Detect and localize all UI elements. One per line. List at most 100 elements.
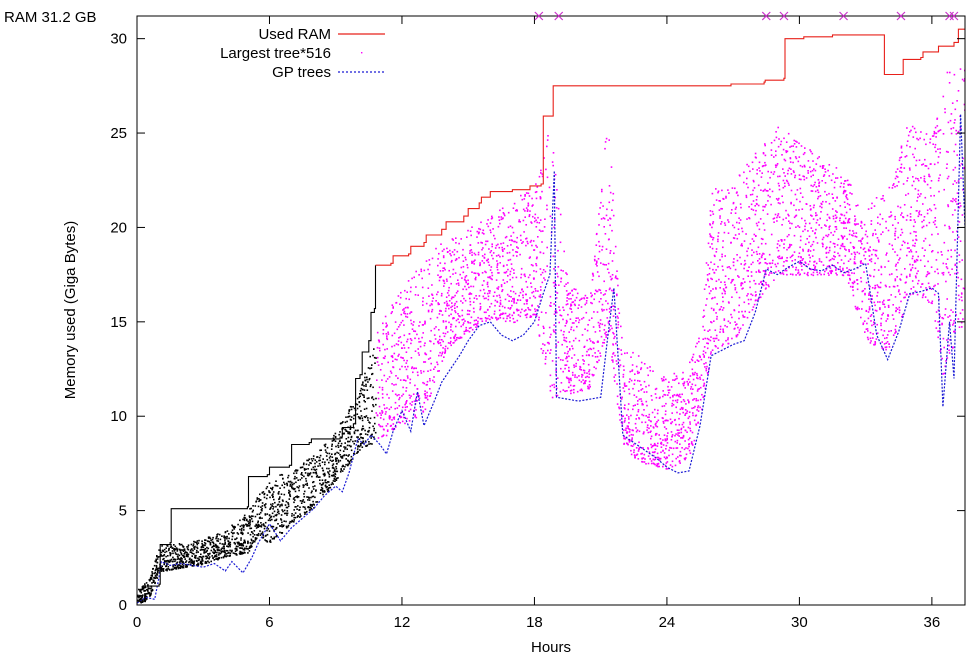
largest-tree-point [836,177,839,179]
largest-tree-point [486,281,489,284]
largest-tree-point [854,224,857,226]
largest-tree-point [600,262,602,264]
largest-tree-point [773,171,776,173]
largest-tree-point [555,373,557,376]
largest-tree-point [410,395,412,397]
largest-tree-point [258,499,261,502]
largest-tree-point [386,429,389,431]
largest-tree-point [714,345,717,347]
largest-tree-point [555,311,558,314]
largest-tree-point [712,237,715,239]
largest-tree-point [612,352,615,354]
largest-tree-point [174,558,177,561]
largest-tree-point [259,511,262,514]
largest-tree-point [192,549,194,552]
largest-tree-point [363,399,365,402]
largest-tree-point [576,325,578,328]
largest-tree-point [618,348,620,350]
largest-tree-point [839,266,841,268]
largest-tree-point [546,176,549,179]
largest-tree-point [628,441,631,443]
largest-tree-point [422,297,424,299]
largest-tree-point [840,176,842,179]
largest-tree-point [555,369,557,371]
largest-tree-point [240,551,242,553]
largest-tree-point [480,241,482,244]
largest-tree-point [570,392,572,395]
largest-tree-point [849,241,852,244]
largest-tree-point [853,251,856,254]
largest-tree-point [605,308,608,311]
largest-tree-point [462,248,464,251]
largest-tree-point [408,298,410,301]
largest-tree-point [754,291,757,293]
largest-tree-point [529,241,532,243]
largest-tree-point [816,157,819,160]
largest-tree-point [834,256,836,258]
largest-tree-point [415,398,417,400]
largest-tree-point [590,295,593,298]
largest-tree-point [792,266,794,268]
largest-tree-point [637,410,640,413]
largest-tree-point [310,458,313,460]
largest-tree-point [755,209,757,212]
largest-tree-point [374,431,377,434]
largest-tree-point [770,266,772,268]
largest-tree-point [566,346,568,348]
largest-tree-point [839,205,842,207]
largest-tree-point [345,416,347,418]
largest-tree-point [172,568,174,571]
largest-tree-point [631,369,634,371]
largest-tree-point [430,362,432,365]
largest-tree-point [602,205,604,207]
largest-tree-point [302,486,305,488]
largest-tree-point [377,437,380,439]
largest-tree-point [509,225,512,227]
largest-tree-point [747,247,749,250]
largest-tree-point [612,305,614,307]
largest-tree-point [201,544,204,546]
largest-tree-point [266,494,269,496]
largest-tree-point [324,449,327,451]
largest-tree-point [501,289,504,291]
largest-tree-point [312,471,315,474]
largest-tree-point [775,265,778,268]
largest-tree-point [311,490,313,492]
largest-tree-point [361,383,364,385]
largest-tree-point [708,285,710,288]
largest-tree-point [456,306,458,308]
largest-tree-point [618,365,621,368]
largest-tree-point [550,302,552,304]
largest-tree-point [316,501,319,503]
largest-tree-point [653,459,656,461]
largest-tree-point [811,169,814,172]
largest-tree-point [727,337,729,339]
largest-tree-point [541,241,543,243]
largest-tree-point [654,444,657,446]
largest-tree-point [778,216,781,218]
largest-tree-point [399,396,401,399]
largest-tree-point [176,565,179,567]
largest-tree-point [429,379,431,382]
largest-tree-point [521,198,524,201]
largest-tree-point [246,518,248,521]
largest-tree-point [793,139,795,142]
largest-tree-point [344,446,347,449]
largest-tree-point [510,296,512,298]
largest-tree-point [637,400,639,402]
largest-tree-point [762,209,764,212]
largest-tree-point [472,285,475,288]
largest-tree-point [309,473,311,476]
largest-tree-point [470,316,473,319]
largest-tree-point [220,550,223,552]
largest-tree-point [404,422,406,425]
largest-tree-point [144,599,147,601]
largest-tree-point [576,390,579,393]
largest-tree-point [860,316,862,319]
largest-tree-point [375,397,377,400]
largest-tree-point [599,355,602,357]
largest-tree-point [243,516,245,519]
largest-tree-point [757,221,760,224]
largest-tree-point [356,429,359,432]
largest-tree-point [373,348,375,350]
